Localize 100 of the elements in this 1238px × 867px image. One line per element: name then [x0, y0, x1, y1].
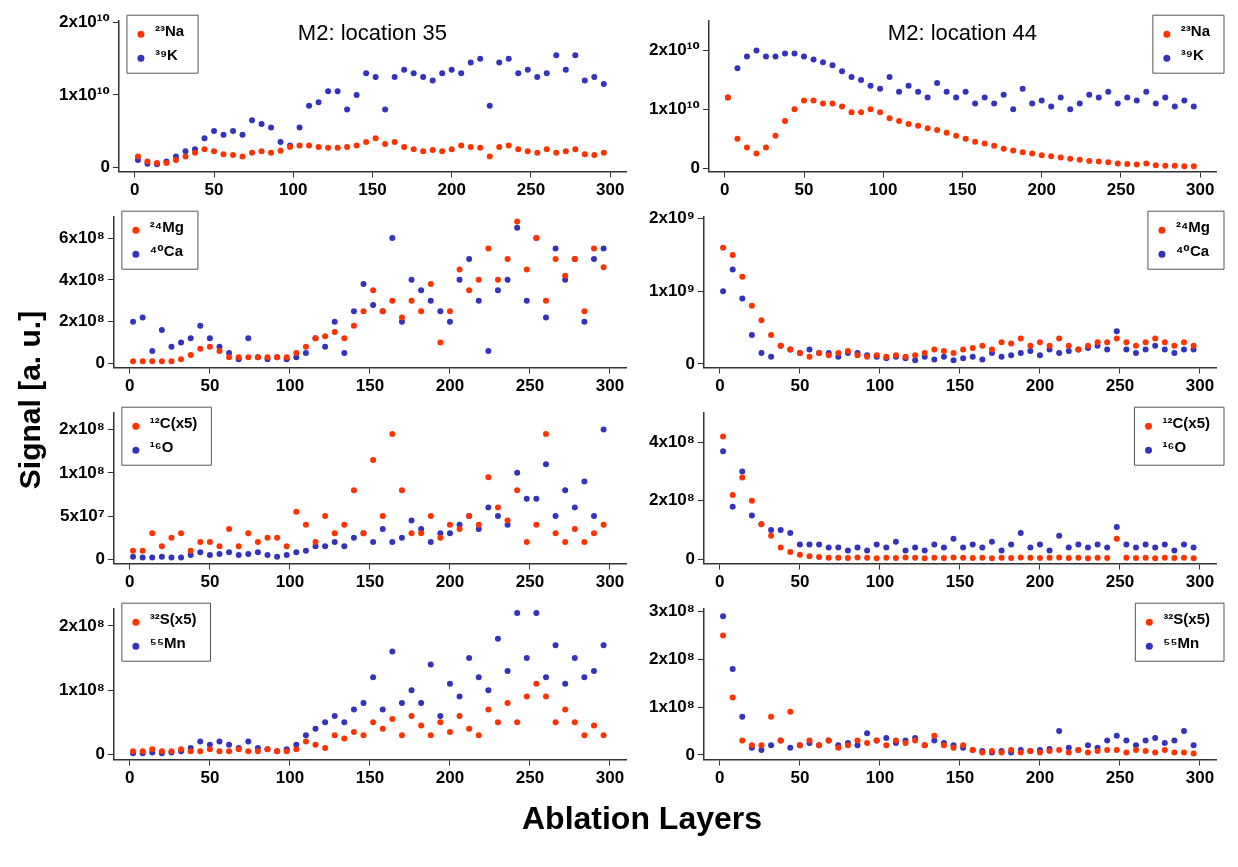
x-tick-label: 250	[515, 768, 545, 788]
x-tick-label: 200	[437, 180, 466, 200]
x-tick-label: 150	[355, 768, 385, 788]
x-tick-label: 0	[125, 376, 135, 396]
legend-label: ²⁴Mg	[149, 218, 184, 236]
x-tick-label: 200	[1025, 572, 1055, 592]
y-tick-label: 0	[685, 353, 695, 373]
x-tick-label: 300	[1185, 376, 1215, 396]
x-tick-label: 300	[1185, 572, 1215, 592]
x-tick-label: 300	[595, 572, 625, 592]
legend-label: ¹²C(x5)	[149, 414, 198, 432]
x-tick-label: 150	[355, 376, 385, 396]
x-tick-label: 150	[355, 572, 385, 592]
x-tick-label: 50	[200, 572, 220, 592]
x-tick-label: 100	[865, 768, 895, 788]
legend-label: ³²S(x5)	[1163, 610, 1210, 628]
x-tick-label: 200	[435, 768, 465, 788]
x-tick-label: 200	[1025, 768, 1055, 788]
y-axis-title: Signal [a. u.]	[13, 310, 47, 490]
x-tick-label: 100	[275, 768, 305, 788]
x-tick-label: 250	[515, 376, 545, 396]
x-tick-label: 200	[1025, 376, 1055, 396]
x-tick-label: 100	[279, 180, 308, 200]
legend-label: ¹⁶O	[1162, 438, 1187, 456]
y-tick-label: 1x10⁸	[58, 679, 105, 699]
x-tick-label: 0	[130, 180, 140, 200]
y-tick-label: 0	[95, 548, 105, 568]
x-tick-label: 100	[275, 572, 305, 592]
y-tick-label: 4x10⁸	[648, 432, 695, 452]
x-tick-label: 150	[945, 572, 975, 592]
x-tick-label: 300	[1185, 180, 1215, 200]
x-tick-label: 250	[1106, 180, 1136, 200]
x-tick-label: 250	[515, 572, 545, 592]
x-tick-label: 0	[125, 768, 135, 788]
legend-label: ³⁹K	[1180, 46, 1204, 64]
x-tick-label: 50	[790, 376, 810, 396]
chart-title: M2: location 44	[887, 20, 1038, 46]
y-tick-label: 4x10⁸	[58, 269, 105, 289]
y-tick-label: 0	[100, 156, 110, 176]
x-tick-label: 50	[790, 572, 810, 592]
x-tick-label: 200	[435, 572, 465, 592]
x-tick-label: 300	[595, 376, 625, 396]
legend-label: ⁴⁰Ca	[149, 242, 184, 260]
y-tick-label: 1x10⁸	[648, 696, 695, 716]
x-tick-label: 250	[1105, 572, 1135, 592]
x-tick-label: 50	[794, 180, 814, 200]
x-axis-title: Ablation Layers	[520, 800, 764, 837]
legend-label: ²³Na	[154, 22, 185, 40]
x-tick-label: 0	[715, 376, 725, 396]
y-tick-label: 1x10⁹	[649, 281, 695, 300]
y-tick-label: 0	[685, 548, 695, 568]
x-tick-label: 0	[715, 768, 725, 788]
x-tick-label: 150	[948, 180, 977, 200]
x-tick-label: 100	[865, 376, 895, 396]
y-tick-label: 2x10⁸	[648, 490, 695, 510]
legend-label: ¹²C(x5)	[1162, 414, 1210, 432]
x-tick-label: 250	[1105, 376, 1135, 396]
x-tick-label: 300	[1185, 768, 1215, 788]
y-tick-label: 1x10¹⁰	[648, 99, 700, 119]
y-tick-label: 5x10⁷	[60, 505, 105, 525]
y-tick-label: 2x10⁸	[648, 649, 695, 669]
x-tick-label: 150	[945, 768, 975, 788]
y-tick-label: 0	[685, 744, 695, 764]
x-tick-label: 150	[358, 180, 387, 200]
x-tick-label: 300	[595, 180, 625, 200]
x-tick-label: 50	[200, 768, 220, 788]
x-tick-label: 50	[204, 180, 224, 200]
y-tick-label: 3x10⁸	[648, 601, 695, 621]
legend-label: ⁵⁵Mn	[1163, 634, 1200, 652]
legend-label: ²⁴Mg	[1175, 218, 1211, 236]
legend-label: ¹⁶O	[149, 438, 174, 456]
y-tick-label: 2x10¹⁰	[58, 12, 110, 32]
y-tick-label: 2x10⁸	[58, 311, 105, 331]
y-tick-label: 0	[95, 744, 105, 764]
x-tick-label: 50	[200, 376, 220, 396]
x-tick-label: 100	[275, 376, 305, 396]
x-tick-label: 0	[125, 572, 135, 592]
x-tick-label: 0	[715, 572, 725, 592]
y-tick-label: 2x10¹⁰	[648, 40, 700, 60]
y-tick-label: 2x10⁸	[58, 615, 105, 635]
y-tick-label: 2x10⁸	[58, 419, 105, 439]
y-tick-label: 6x10⁸	[58, 227, 105, 247]
legend-label: ²³Na	[1180, 22, 1211, 40]
x-tick-label: 200	[1027, 180, 1056, 200]
x-tick-label: 250	[1105, 768, 1135, 788]
x-tick-label: 0	[720, 180, 730, 200]
y-tick-label: 0	[95, 353, 105, 373]
x-tick-label: 250	[516, 180, 546, 200]
legend-label: ³⁹K	[154, 46, 179, 64]
x-tick-label: 100	[865, 572, 895, 592]
x-tick-label: 150	[945, 376, 975, 396]
x-tick-label: 200	[435, 376, 465, 396]
chart-title: M2: location 35	[297, 20, 448, 46]
y-tick-label: 0	[690, 157, 700, 177]
x-tick-label: 50	[790, 768, 810, 788]
x-tick-label: 100	[869, 180, 898, 200]
y-tick-label: 1x10¹⁰	[58, 84, 110, 104]
legend-label: ³²S(x5)	[149, 610, 197, 628]
legend-label: ⁴⁰Ca	[1175, 242, 1210, 260]
y-tick-label: 1x10⁸	[58, 462, 105, 482]
